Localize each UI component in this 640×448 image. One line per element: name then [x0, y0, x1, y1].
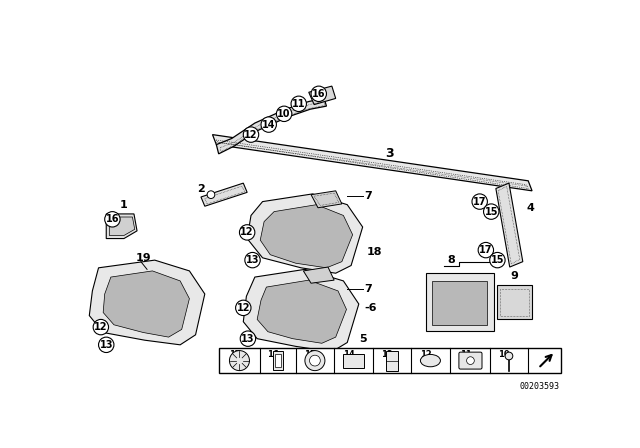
Circle shape [93, 319, 109, 335]
Polygon shape [109, 217, 135, 236]
Polygon shape [496, 183, 523, 267]
Circle shape [236, 300, 251, 315]
Polygon shape [201, 183, 247, 206]
Polygon shape [243, 269, 359, 352]
Circle shape [243, 127, 259, 142]
Text: 13: 13 [241, 334, 255, 344]
Circle shape [99, 337, 114, 353]
Circle shape [207, 191, 215, 198]
Text: 10: 10 [277, 109, 291, 119]
Text: 12: 12 [241, 228, 254, 237]
Text: 7: 7 [364, 284, 372, 293]
Circle shape [261, 117, 276, 132]
Bar [342, 353, 364, 367]
Text: 15: 15 [304, 350, 316, 359]
Text: 13: 13 [381, 350, 393, 359]
Text: 14: 14 [262, 120, 275, 129]
Polygon shape [260, 205, 353, 268]
Text: 12: 12 [244, 129, 258, 140]
Text: 12: 12 [237, 303, 250, 313]
Ellipse shape [420, 354, 440, 367]
Text: 16: 16 [267, 350, 279, 359]
Text: 7: 7 [364, 191, 372, 201]
Text: 3: 3 [385, 147, 394, 160]
Circle shape [239, 225, 255, 240]
Polygon shape [308, 86, 336, 104]
Text: 18: 18 [367, 247, 382, 258]
Text: 14: 14 [342, 350, 355, 359]
Circle shape [276, 106, 292, 121]
Polygon shape [216, 99, 326, 154]
Text: 11: 11 [460, 350, 472, 359]
Circle shape [305, 351, 325, 370]
Polygon shape [432, 281, 488, 325]
Text: 9: 9 [511, 271, 518, 280]
Text: 16: 16 [106, 214, 119, 224]
Text: 4: 4 [527, 203, 534, 213]
Text: 00203593: 00203593 [519, 382, 559, 391]
Polygon shape [90, 260, 205, 345]
Circle shape [310, 355, 320, 366]
Polygon shape [311, 191, 342, 208]
Text: 15: 15 [491, 255, 504, 265]
Text: 10: 10 [498, 350, 510, 359]
Text: 1: 1 [120, 200, 128, 210]
Text: 11: 11 [292, 99, 305, 109]
Text: 16: 16 [312, 89, 326, 99]
Polygon shape [103, 271, 189, 337]
Circle shape [311, 86, 326, 102]
Polygon shape [426, 273, 493, 331]
Circle shape [484, 204, 499, 220]
Circle shape [230, 351, 250, 370]
Text: -6: -6 [364, 303, 377, 313]
Text: 13: 13 [99, 340, 113, 350]
Text: 13: 13 [246, 255, 259, 265]
Circle shape [105, 211, 120, 227]
Circle shape [240, 331, 255, 346]
Polygon shape [247, 194, 363, 273]
Circle shape [505, 352, 513, 360]
Bar [219, 348, 561, 373]
Text: 17: 17 [473, 197, 486, 207]
FancyBboxPatch shape [459, 352, 482, 369]
Text: 2: 2 [197, 184, 205, 194]
Polygon shape [497, 285, 532, 319]
Text: 17: 17 [479, 245, 493, 255]
Text: 12: 12 [420, 350, 431, 359]
Circle shape [472, 194, 488, 209]
Polygon shape [303, 267, 334, 283]
Text: 12: 12 [94, 322, 108, 332]
Polygon shape [212, 134, 532, 191]
Text: 5: 5 [359, 334, 367, 344]
Circle shape [291, 96, 307, 112]
Text: 19: 19 [136, 253, 151, 263]
Text: 8: 8 [447, 255, 455, 265]
Text: 15: 15 [484, 207, 498, 217]
Circle shape [245, 252, 260, 268]
Circle shape [490, 252, 505, 268]
Polygon shape [106, 214, 137, 238]
Bar [275, 354, 281, 367]
Bar [273, 351, 284, 370]
Bar [386, 351, 398, 370]
Circle shape [478, 242, 493, 258]
Text: 17: 17 [228, 350, 240, 359]
Polygon shape [257, 280, 346, 343]
Circle shape [467, 357, 474, 365]
